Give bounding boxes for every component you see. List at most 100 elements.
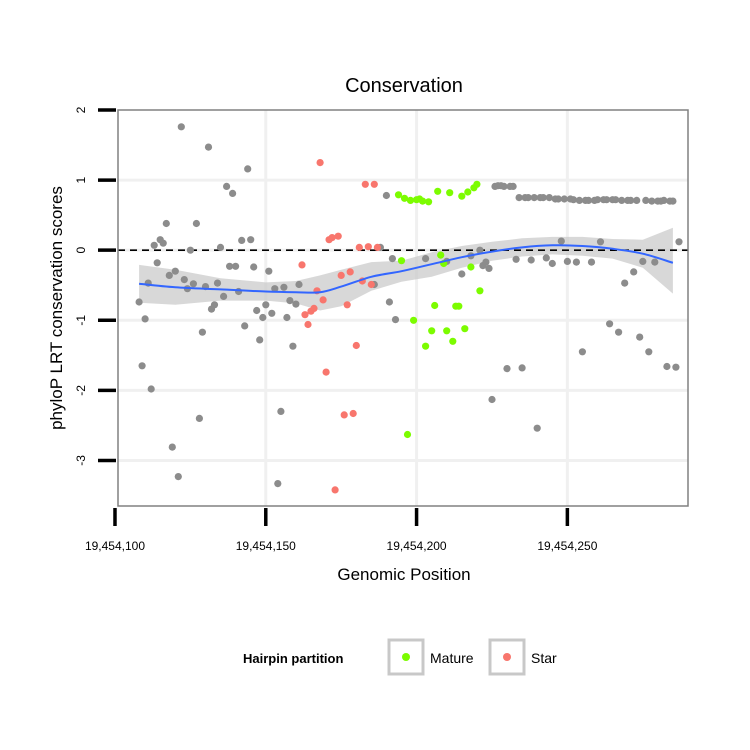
point-other-60 [422, 255, 430, 263]
point-other-30 [226, 262, 234, 270]
point-other-66 [482, 258, 490, 266]
point-other-46 [274, 480, 282, 488]
point-other-92 [560, 195, 568, 203]
point-mature-2 [400, 194, 409, 202]
point-other-96 [572, 258, 581, 266]
point-other-68 [488, 395, 496, 404]
point-other-72 [500, 182, 508, 190]
point-other-109 [612, 196, 620, 204]
point-other-110 [615, 328, 623, 336]
point-other-11 [168, 443, 176, 451]
point-star-17 [349, 409, 357, 418]
point-star-18 [352, 341, 360, 350]
point-star-2 [304, 320, 312, 329]
point-star-10 [328, 234, 336, 242]
data-points [135, 123, 683, 494]
point-mature-9 [422, 342, 430, 350]
x-axis-title: Genomic Position [337, 565, 470, 584]
point-other-129 [672, 363, 680, 371]
point-other-51 [289, 342, 297, 350]
point-other-107 [606, 320, 614, 328]
point-mature-5 [410, 316, 418, 324]
point-other-48 [280, 283, 288, 291]
y-tick-label-4: 1 [74, 176, 88, 183]
point-mature-0 [394, 191, 403, 199]
point-other-18 [189, 280, 197, 288]
point-other-2 [141, 315, 149, 323]
legend-symbol-mature [402, 653, 410, 661]
y-tick-label-0: -3 [74, 455, 88, 466]
point-star-1 [301, 311, 309, 319]
point-mature-13 [434, 187, 442, 195]
point-star-4 [310, 304, 318, 312]
point-mature-12 [431, 301, 439, 310]
point-other-88 [548, 259, 556, 268]
point-mature-18 [449, 337, 457, 345]
point-other-56 [382, 191, 390, 200]
point-other-81 [527, 256, 535, 264]
point-mature-4 [406, 196, 415, 204]
point-other-34 [238, 236, 246, 244]
x-tick-label-2: 19,454,200 [387, 539, 447, 553]
point-other-42 [262, 301, 270, 309]
point-other-36 [244, 165, 252, 173]
point-other-4 [147, 385, 155, 393]
point-other-52 [292, 300, 300, 308]
x-tick-label-1: 19,454,150 [236, 539, 296, 553]
point-other-91 [557, 237, 565, 245]
x-tick-label-0: 19,454,100 [85, 539, 145, 553]
point-other-80 [524, 194, 532, 202]
point-other-53 [295, 280, 303, 289]
point-other-35 [241, 322, 249, 330]
point-other-76 [512, 255, 520, 263]
point-mature-23 [464, 188, 472, 196]
point-other-28 [220, 292, 228, 300]
point-other-87 [545, 194, 553, 202]
legend-label-star: Star [531, 650, 557, 666]
point-other-120 [645, 348, 653, 356]
plot-panel [118, 110, 688, 506]
point-other-44 [268, 309, 276, 317]
point-other-93 [563, 257, 572, 265]
point-other-38 [250, 263, 258, 271]
point-other-83 [533, 424, 541, 432]
x-axis: 19,454,100 19,454,150 19,454,200 19,454,250 [85, 508, 598, 553]
point-other-50 [286, 297, 294, 305]
point-other-118 [639, 257, 647, 265]
chart-title: Conservation [345, 75, 463, 97]
point-other-122 [651, 258, 659, 266]
point-star-0 [298, 261, 306, 269]
point-star-13 [337, 271, 345, 279]
point-star-25 [373, 243, 381, 251]
point-other-19 [192, 219, 200, 228]
point-other-9 [162, 219, 170, 228]
point-other-31 [229, 189, 237, 197]
plot-border [117, 109, 689, 507]
point-other-37 [247, 236, 255, 244]
point-other-117 [636, 333, 644, 341]
point-other-40 [256, 336, 264, 344]
point-other-115 [630, 268, 638, 276]
point-star-14 [340, 411, 348, 419]
point-mature-24 [467, 263, 475, 271]
point-other-62 [458, 270, 466, 278]
point-other-39 [253, 306, 261, 315]
legend-title: Hairpin partition [243, 651, 343, 666]
point-other-12 [171, 267, 179, 275]
point-mature-16 [443, 327, 451, 335]
point-star-16 [346, 268, 354, 276]
point-other-49 [283, 313, 291, 322]
point-other-47 [277, 407, 285, 415]
point-other-17 [186, 246, 194, 254]
point-other-27 [216, 243, 225, 251]
point-star-7 [319, 296, 327, 304]
point-other-21 [198, 328, 206, 336]
point-other-33 [235, 287, 243, 296]
point-star-12 [334, 232, 342, 240]
point-mature-3 [403, 430, 412, 439]
point-other-10 [165, 271, 173, 279]
point-other-119 [642, 196, 650, 204]
point-other-103 [593, 196, 602, 204]
x-tick-label-3: 19,454,250 [537, 539, 597, 553]
